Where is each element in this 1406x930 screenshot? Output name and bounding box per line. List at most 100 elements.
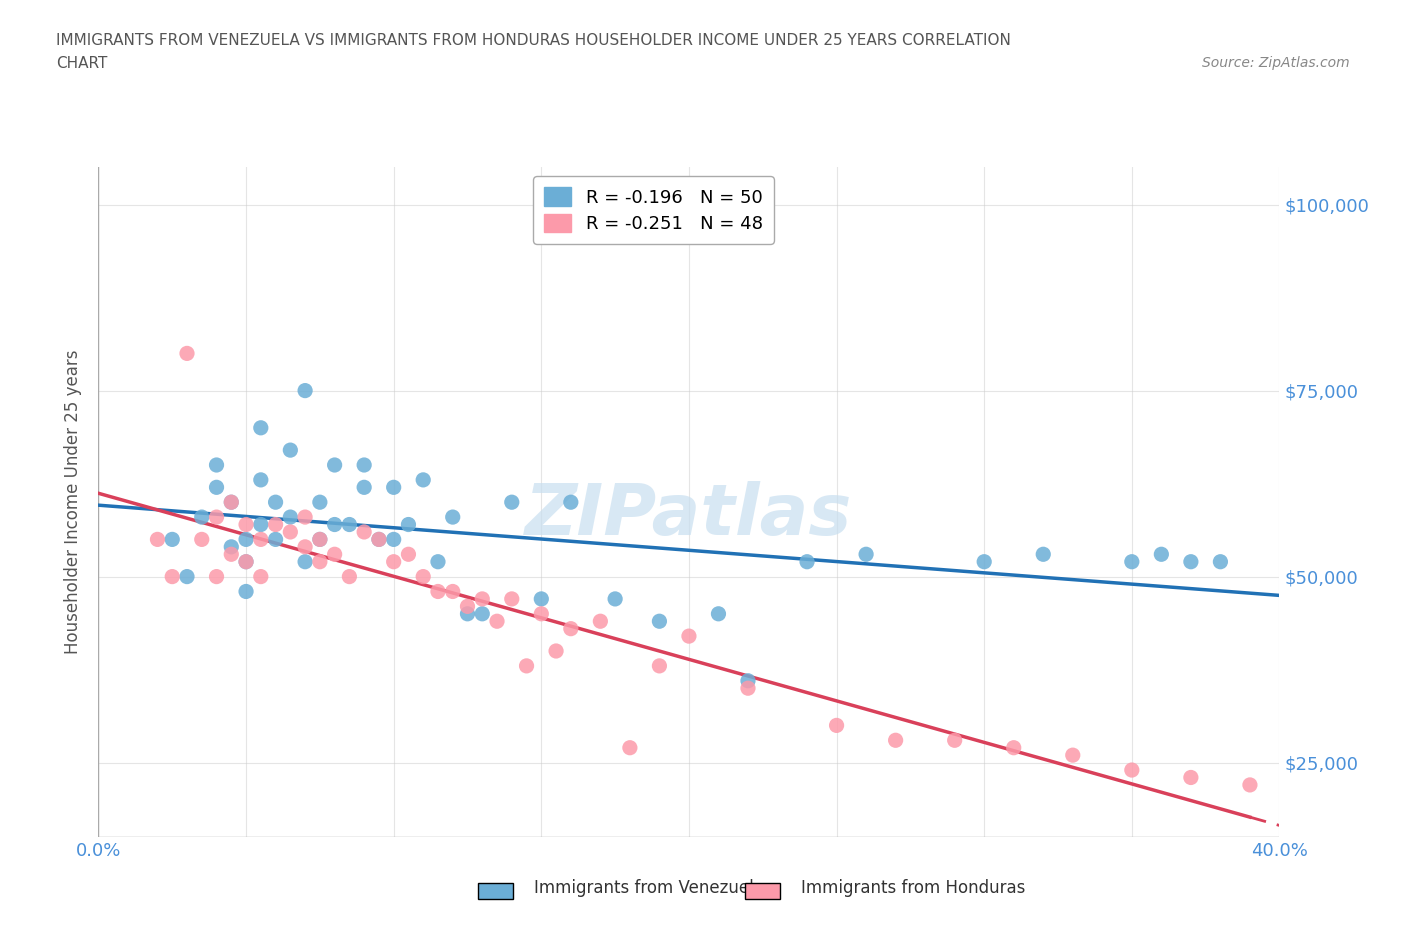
Point bbox=[530, 606, 553, 621]
Point bbox=[278, 525, 302, 539]
Point bbox=[162, 569, 183, 584]
Point bbox=[219, 547, 242, 562]
Point bbox=[205, 480, 228, 495]
Point bbox=[471, 591, 494, 606]
Point bbox=[250, 420, 273, 435]
Point bbox=[707, 606, 730, 621]
Point bbox=[855, 547, 877, 562]
Text: CHART: CHART bbox=[56, 56, 108, 71]
Point bbox=[323, 547, 346, 562]
Point bbox=[605, 591, 627, 606]
Point bbox=[456, 599, 478, 614]
Point bbox=[619, 740, 641, 755]
Point bbox=[737, 673, 759, 688]
Point bbox=[427, 554, 450, 569]
Point bbox=[176, 569, 198, 584]
Point bbox=[1121, 554, 1143, 569]
Point bbox=[396, 547, 419, 562]
Point bbox=[1002, 740, 1025, 755]
Point bbox=[294, 554, 316, 569]
Point bbox=[250, 517, 273, 532]
Point bbox=[205, 458, 228, 472]
Text: IMMIGRANTS FROM VENEZUELA VS IMMIGRANTS FROM HONDURAS HOUSEHOLDER INCOME UNDER 2: IMMIGRANTS FROM VENEZUELA VS IMMIGRANTS … bbox=[56, 33, 1011, 47]
Point bbox=[396, 517, 419, 532]
Point bbox=[309, 532, 332, 547]
Point bbox=[530, 591, 553, 606]
Point bbox=[235, 554, 257, 569]
Point bbox=[176, 346, 198, 361]
Point bbox=[589, 614, 612, 629]
Point bbox=[1180, 770, 1202, 785]
Point bbox=[235, 584, 257, 599]
Point bbox=[278, 443, 302, 458]
Point bbox=[546, 644, 568, 658]
Point bbox=[368, 532, 391, 547]
Point bbox=[1032, 547, 1054, 562]
Point bbox=[250, 532, 273, 547]
Point bbox=[235, 532, 257, 547]
Point bbox=[412, 569, 434, 584]
Point bbox=[427, 584, 450, 599]
Point bbox=[235, 554, 257, 569]
Point bbox=[973, 554, 995, 569]
Point bbox=[219, 495, 242, 510]
Point bbox=[309, 495, 332, 510]
Point bbox=[264, 517, 287, 532]
Text: Immigrants from Honduras: Immigrants from Honduras bbox=[801, 879, 1026, 897]
Point bbox=[456, 606, 478, 621]
Point bbox=[264, 532, 287, 547]
Point bbox=[294, 510, 316, 525]
Point bbox=[560, 621, 582, 636]
Point bbox=[353, 525, 375, 539]
Point bbox=[501, 591, 523, 606]
Point bbox=[501, 495, 523, 510]
Point bbox=[884, 733, 907, 748]
Point bbox=[825, 718, 848, 733]
Y-axis label: Householder Income Under 25 years: Householder Income Under 25 years bbox=[65, 350, 83, 655]
Point bbox=[235, 517, 257, 532]
Point bbox=[560, 495, 582, 510]
Point bbox=[796, 554, 818, 569]
Point bbox=[1062, 748, 1084, 763]
Point bbox=[191, 510, 214, 525]
Point bbox=[441, 510, 464, 525]
Point bbox=[648, 614, 671, 629]
Point bbox=[515, 658, 537, 673]
Point bbox=[382, 554, 405, 569]
Text: ZIPatlas: ZIPatlas bbox=[526, 481, 852, 550]
Point bbox=[219, 539, 242, 554]
Point bbox=[205, 569, 228, 584]
Point bbox=[1239, 777, 1261, 792]
Point bbox=[678, 629, 700, 644]
Point bbox=[471, 606, 494, 621]
Point bbox=[264, 495, 287, 510]
Point bbox=[1180, 554, 1202, 569]
Point bbox=[309, 554, 332, 569]
Point bbox=[191, 532, 214, 547]
Point bbox=[162, 532, 183, 547]
Point bbox=[486, 614, 509, 629]
Point bbox=[1121, 763, 1143, 777]
Point bbox=[648, 658, 671, 673]
Point bbox=[943, 733, 966, 748]
Point bbox=[382, 532, 405, 547]
Point bbox=[412, 472, 434, 487]
Text: Immigrants from Venezuela: Immigrants from Venezuela bbox=[534, 879, 763, 897]
Legend: R = -0.196   N = 50, R = -0.251   N = 48: R = -0.196 N = 50, R = -0.251 N = 48 bbox=[533, 177, 773, 244]
Point bbox=[294, 383, 316, 398]
Point bbox=[294, 539, 316, 554]
Point bbox=[323, 517, 346, 532]
Point bbox=[382, 480, 405, 495]
Point bbox=[353, 458, 375, 472]
Point bbox=[205, 510, 228, 525]
Point bbox=[250, 472, 273, 487]
Point bbox=[339, 517, 360, 532]
Point bbox=[368, 532, 391, 547]
Text: Source: ZipAtlas.com: Source: ZipAtlas.com bbox=[1202, 56, 1350, 70]
Point bbox=[309, 532, 332, 547]
Point bbox=[1209, 554, 1232, 569]
Point bbox=[250, 569, 273, 584]
Point bbox=[146, 532, 169, 547]
Point bbox=[1150, 547, 1173, 562]
Point bbox=[278, 510, 302, 525]
